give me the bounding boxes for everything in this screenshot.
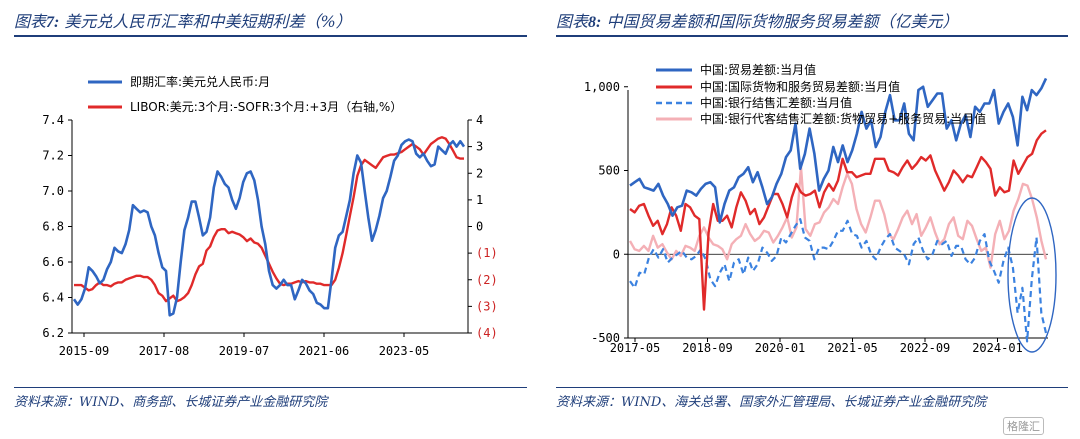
left-x-tick-label: 2021-06 [299,344,350,358]
left-y2-tick-label: (4) [476,326,498,340]
right-title-rule [556,35,1068,37]
left-y2-tick-label: 1 [476,193,483,207]
left-series-spread-line [74,136,464,303]
left-title-text: 美元兑人民币汇率和中美短期利差（%） [64,12,352,31]
left-source: 资料来源：WIND、商务部、长城证券产业金融研究院 [14,395,328,410]
left-series-fx-line [72,138,466,317]
left-legend-label-spread: LIBOR:美元:3个月:-SOFR:3个月:+3月（右轴,%） [130,99,402,114]
right-y-tick-label: 0 [613,247,620,261]
left-y-tick-label: 6.2 [42,326,64,340]
left-y2-tick-label: (1) [476,246,498,260]
right-x-tick-label: 2018-09 [682,341,733,355]
left-legend-label-fx: 即期汇率:美元兑人民币:月 [130,74,270,89]
left-y2-tick-label: 4 [476,113,483,127]
right-y-tick-label: -500 [591,331,620,345]
left-title-prefix: 图表 [14,12,47,31]
left-x-tick-label: 2017-08 [139,344,190,358]
right-y-tick-label: 500 [598,164,620,178]
right-x-tick-label: 2024-01 [972,341,1023,355]
right-x-tick-label: 2017-05 [610,341,661,355]
left-y2-tick-label: 2 [476,166,483,180]
right-x-tick-label: 2021-05 [827,341,878,355]
left-y-tick-label: 7.2 [42,149,64,163]
right-x-tick-label: 2022-09 [900,341,951,355]
left-y2-tick-label: 0 [476,220,483,234]
right-title-number: 8: [588,14,602,31]
watermark-badge: 格隆汇 [1003,417,1044,435]
right-y-tick-label: 1,000 [584,80,620,94]
left-x-tick-label: 2023-05 [379,344,430,358]
right-legend-label: 中国:贸易差额:当月值 [700,62,816,77]
left-y-tick-label: 6.4 [42,291,64,305]
left-y2-tick-label: (2) [476,273,498,287]
right-legend-label: 中国:国际货物和服务贸易差额:当月值 [700,79,900,94]
left-y-tick-label: 6.8 [42,220,64,234]
right-source: 资料来源：WIND、海关总署、国家外汇管理局、长城证券产业金融研究院 [556,395,987,410]
left-x-tick-label: 2015-09 [59,344,110,358]
left-y2-tick-label: 3 [476,140,483,154]
right-series-bank-fx-line [629,218,1048,343]
right-chart-title: 图表8: 中国贸易差额和国际货物服务贸易差额（亿美元） [556,8,958,32]
right-highlight-ellipse [1007,197,1057,353]
left-y-tick-label: 7.4 [42,113,64,127]
left-y-tick-label: 6.6 [42,255,64,269]
left-y2-tick-label: (3) [476,299,498,313]
right-series-trade-line [629,77,1048,224]
right-legend-label: 中国:银行结售汇差额:当月值 [700,95,852,110]
left-title-number: 7: [46,14,60,31]
right-title-text: 中国贸易差额和国际货物服务贸易差额（亿美元） [606,12,959,31]
left-x-tick-label: 2019-07 [219,344,270,358]
left-y-tick-label: 7.0 [42,184,64,198]
right-source-rule [556,387,1068,388]
right-x-tick-label: 2020-01 [755,341,806,355]
right-title-prefix: 图表 [556,12,589,31]
left-chart-title: 图表7: 美元兑人民币汇率和中美短期利差（%） [14,8,352,32]
left-source-rule [14,387,527,388]
right-series-bop-line [629,129,1047,311]
right-legend-label: 中国:银行代客结售汇差额:货物贸易+服务贸易:当月值 [700,111,986,126]
left-title-rule [14,35,527,37]
